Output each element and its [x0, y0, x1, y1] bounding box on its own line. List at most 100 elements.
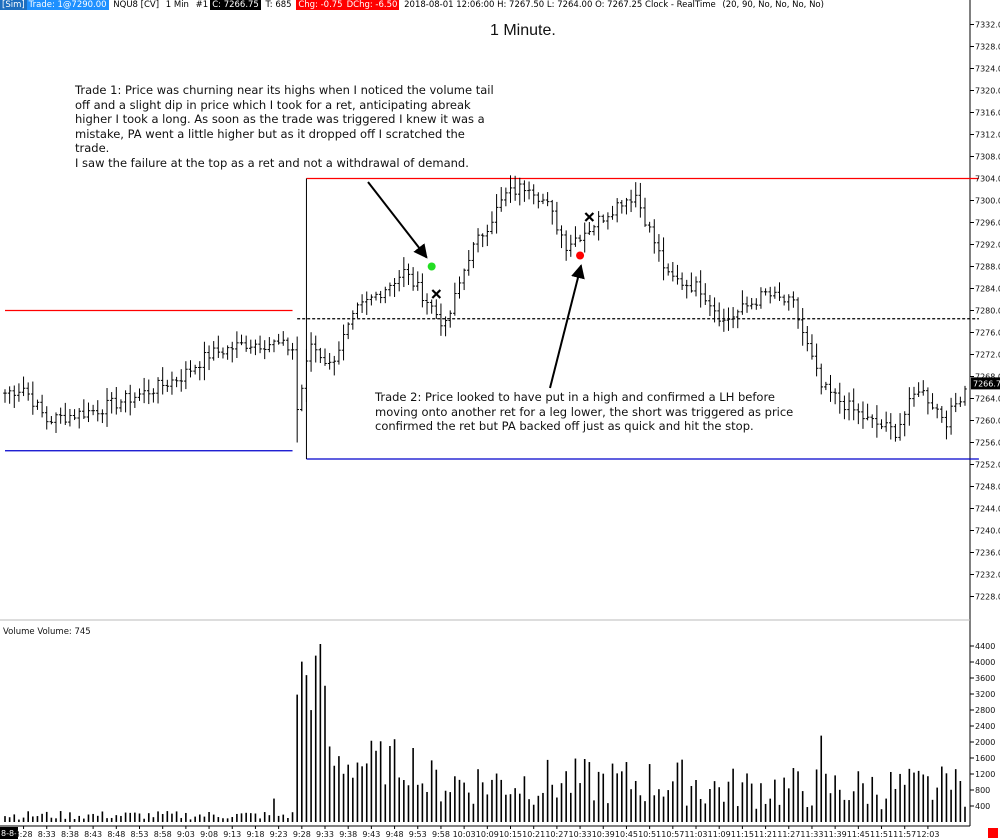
- time-tick-label: 11:15: [731, 830, 754, 839]
- trade-markers: [427, 212, 595, 299]
- time-tick-label: 11:33: [800, 830, 823, 839]
- time-tick-label: 8:28: [15, 830, 33, 839]
- time-tick-label: 8:53: [131, 830, 149, 839]
- volume-tick-label: 400: [975, 802, 990, 811]
- volume-tick-label: 2400: [975, 722, 995, 731]
- time-tick-label: 11:27: [777, 830, 800, 839]
- time-tick-label: 10:03: [453, 830, 476, 839]
- trade2-annotation: Trade 2: Price looked to have put in a h…: [375, 390, 794, 433]
- price-tick-label: 7260.00: [975, 417, 1000, 426]
- volume-tick-label: 2000: [975, 738, 995, 747]
- time-tick-label: 8:38: [61, 830, 79, 839]
- exit-x-stroke: [584, 212, 595, 222]
- time-tick-label: 8:43: [84, 830, 102, 839]
- time-tick-label: 10:39: [592, 830, 615, 839]
- time-tick-label: 10:15: [499, 830, 522, 839]
- price-tick-label: 7300.00: [975, 197, 1000, 206]
- time-tick-label: 8:33: [38, 830, 56, 839]
- time-tick-label: 11:51: [870, 830, 893, 839]
- symbol: NQU8 [CV]: [113, 0, 160, 10]
- volume-bars: [4, 644, 966, 822]
- price-tick-label: 7272.00: [975, 351, 1000, 360]
- price-tick-label: 7268.00: [975, 373, 1000, 382]
- close-badge: C: 7266.75: [210, 0, 261, 10]
- volume-tick-label: 4400: [975, 642, 995, 651]
- time-tick-label: 10:27: [545, 830, 568, 839]
- price-tick-label: 7304.00: [975, 175, 1000, 184]
- time-tick-label: 10:51: [638, 830, 661, 839]
- entry-dot: [576, 251, 585, 260]
- chart-title: 1 Minute.: [490, 22, 556, 39]
- time-tick-label: 9:23: [270, 830, 288, 839]
- price-tick-label: 7296.00: [975, 219, 1000, 228]
- status-bar: [Sim] Trade: 1@7290.00 NQU8 [CV] 1 Min #1…: [0, 0, 826, 11]
- time-tick-label: 9:58: [432, 830, 450, 839]
- time-tick-label: 10:57: [661, 830, 684, 839]
- time-tick-label: 8:58: [154, 830, 172, 839]
- volume-tick-label: 800: [975, 786, 990, 795]
- exit-x-marker: [584, 212, 595, 222]
- time-tick-label: 10:33: [569, 830, 592, 839]
- interval: 1 Min: [165, 0, 189, 10]
- time-tick-label: 9:08: [200, 830, 218, 839]
- time-tick-label: 11:57: [893, 830, 916, 839]
- price-tick-label: 7244.00: [975, 505, 1000, 514]
- price-tick-label: 7240.00: [975, 527, 1000, 536]
- price-tick-label: 7232.00: [975, 571, 1000, 580]
- price-tick-label: 7288.00: [975, 263, 1000, 272]
- settings-info: (20, 90, No, No, No, No): [722, 0, 824, 10]
- price-tick-label: 7276.00: [975, 329, 1000, 338]
- price-tick-label: 7256.00: [975, 439, 1000, 448]
- price-tick-label: 7228.00: [975, 593, 1000, 602]
- price-tick-label: 7308.00: [975, 153, 1000, 162]
- time-tick-label: 9:38: [339, 830, 357, 839]
- volume-tick-label: 1200: [975, 770, 995, 779]
- time-tick-label: 9:53: [409, 830, 427, 839]
- price-tick-label: 7236.00: [975, 549, 1000, 558]
- axes: [0, 0, 974, 829]
- last-price-label: 7266.75: [973, 379, 1000, 388]
- time-tick-label: 9:28: [293, 830, 311, 839]
- last-price-box: [971, 377, 1000, 390]
- price-tick-label: 7320.00: [975, 87, 1000, 96]
- time-tick-label: 9:18: [246, 830, 264, 839]
- corner-marker: [988, 828, 998, 838]
- price-tick-label: 7280.00: [975, 307, 1000, 316]
- entry-dot: [427, 262, 436, 271]
- axis-labels: 7332.00 7328.00 7324.00 7320.00 7316.00 7312.…: [0, 21, 1000, 839]
- time-tick-label: 9:48: [386, 830, 404, 839]
- time-tick-label: 9:03: [177, 830, 195, 839]
- exit-x-stroke: [431, 289, 442, 299]
- dchange-badge: DChg: -6.50: [344, 0, 400, 10]
- price-tick-label: 7324.00: [975, 65, 1000, 74]
- trade1-arrow: [367, 181, 428, 259]
- time-tick-label: 8:48: [107, 830, 125, 839]
- time-tick-label: 10:09: [476, 830, 499, 839]
- time-tick-label: 11:45: [847, 830, 870, 839]
- time-tick-label: 10:21: [522, 830, 545, 839]
- time-tick-label: 9:43: [362, 830, 380, 839]
- ticks: T: 685: [265, 0, 292, 10]
- trade2-arrow: [549, 264, 585, 389]
- time-tick-label: 11:09: [708, 830, 731, 839]
- volume-tick-label: 2800: [975, 706, 995, 715]
- time-tick-label: 11:39: [824, 830, 847, 839]
- price-tick-label: 7328.00: [975, 43, 1000, 52]
- time-tick-label: 11:21: [754, 830, 777, 839]
- volume-tick-label: 3600: [975, 674, 995, 683]
- trade1-annotation: Trade 1: Price was churning near its hig…: [75, 83, 494, 170]
- price-tick-label: 7316.00: [975, 109, 1000, 118]
- date-label-box: [0, 827, 18, 839]
- price-tick-label: 7292.00: [975, 241, 1000, 250]
- price-bars: [3, 175, 967, 443]
- volume-tick-label: 4000: [975, 658, 995, 667]
- volume-label: Volume Volume: 745: [3, 627, 91, 637]
- level-lines: [5, 177, 979, 460]
- volume-tick-label: 1600: [975, 754, 995, 763]
- volume-tick-label: 3200: [975, 690, 995, 699]
- time-tick-label: 10:45: [615, 830, 638, 839]
- chart-id: #1: [195, 0, 209, 10]
- price-tick-label: 7284.00: [975, 285, 1000, 294]
- price-tick-label: 7248.00: [975, 483, 1000, 492]
